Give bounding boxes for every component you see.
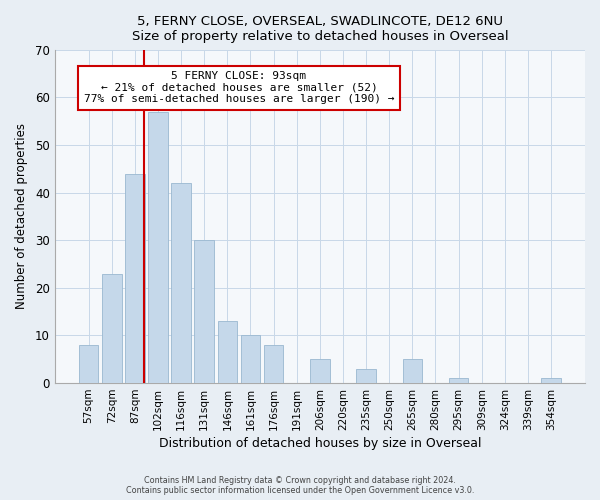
Bar xyxy=(356,369,376,383)
Bar xyxy=(403,360,422,383)
Bar xyxy=(449,378,469,383)
Bar xyxy=(264,345,283,383)
Bar xyxy=(194,240,214,383)
Y-axis label: Number of detached properties: Number of detached properties xyxy=(15,124,28,310)
Bar xyxy=(102,274,122,383)
Bar xyxy=(125,174,145,383)
Bar xyxy=(218,321,237,383)
Bar xyxy=(310,360,329,383)
Bar xyxy=(79,345,98,383)
X-axis label: Distribution of detached houses by size in Overseal: Distribution of detached houses by size … xyxy=(158,437,481,450)
Bar xyxy=(148,112,168,383)
Title: 5, FERNY CLOSE, OVERSEAL, SWADLINCOTE, DE12 6NU
Size of property relative to det: 5, FERNY CLOSE, OVERSEAL, SWADLINCOTE, D… xyxy=(131,15,508,43)
Text: Contains HM Land Registry data © Crown copyright and database right 2024.
Contai: Contains HM Land Registry data © Crown c… xyxy=(126,476,474,495)
Bar xyxy=(241,336,260,383)
Bar xyxy=(541,378,561,383)
Text: 5 FERNY CLOSE: 93sqm
← 21% of detached houses are smaller (52)
77% of semi-detac: 5 FERNY CLOSE: 93sqm ← 21% of detached h… xyxy=(83,71,394,104)
Bar xyxy=(171,183,191,383)
